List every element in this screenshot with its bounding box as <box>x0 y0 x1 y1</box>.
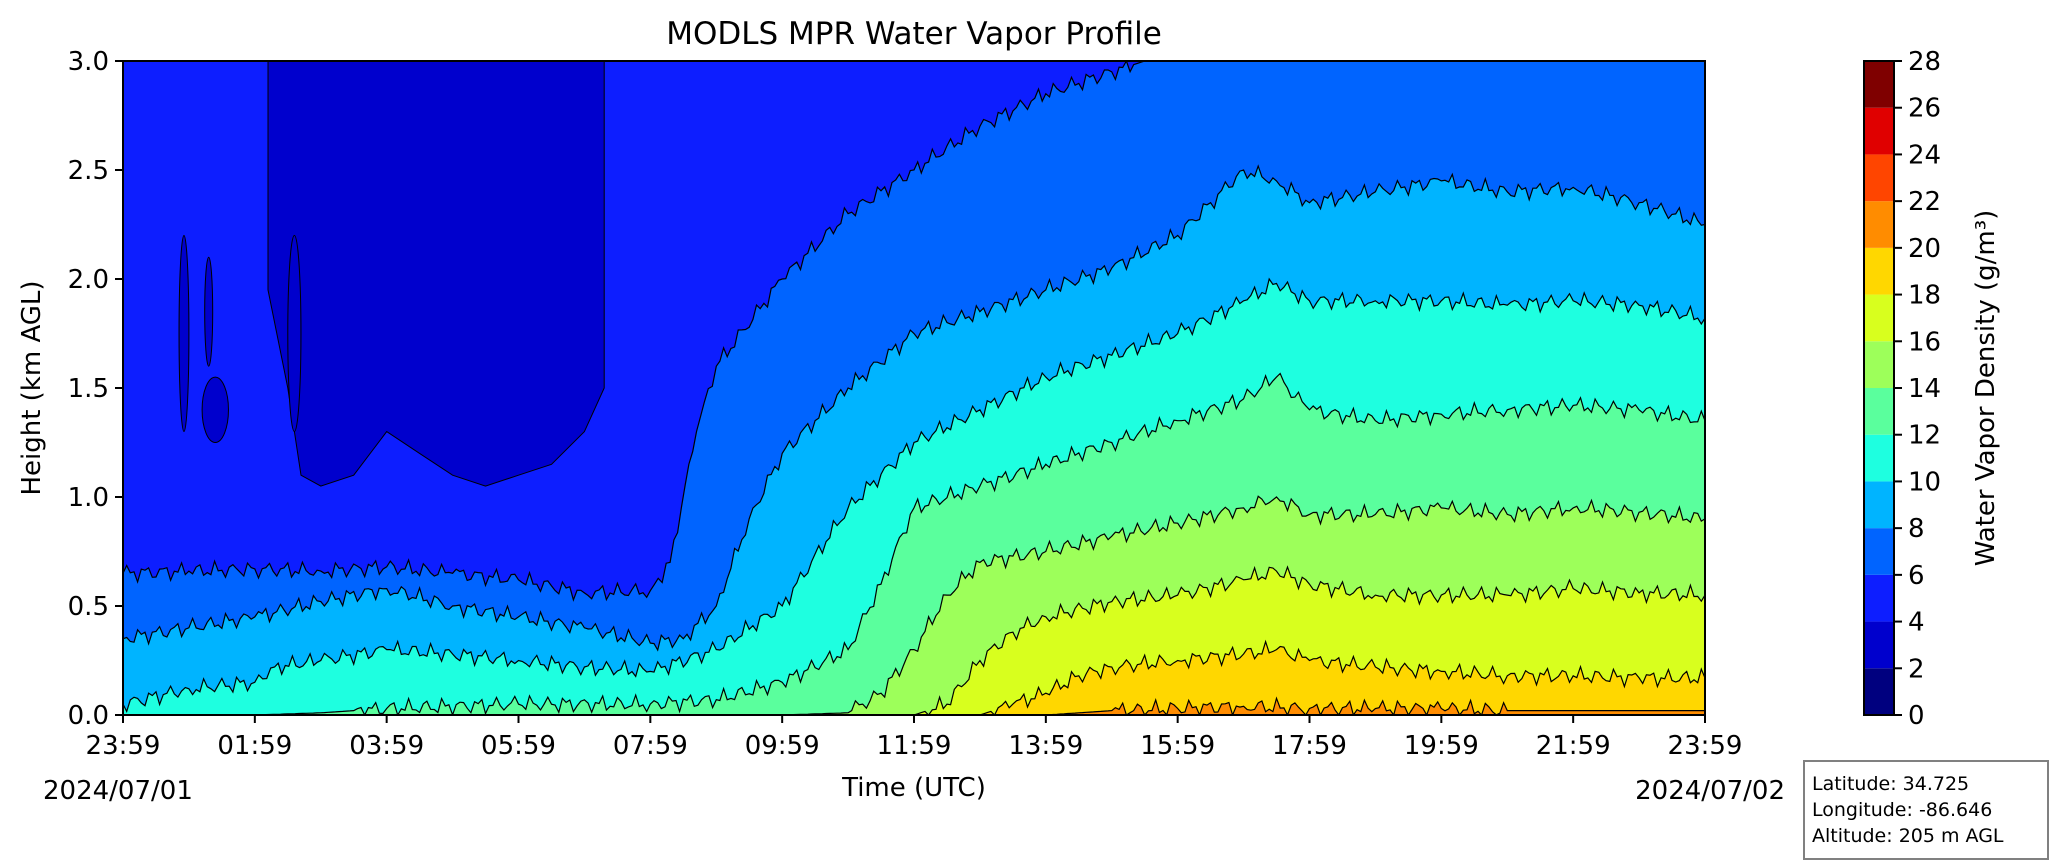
y-axis-label: Height (km AGL) <box>17 280 47 495</box>
colorbar-tick-label: 28 <box>1908 47 1941 77</box>
contour-line-20 <box>123 696 1705 715</box>
colorbar-segment <box>1864 61 1894 108</box>
colorbar-tick-label: 24 <box>1908 140 1941 170</box>
contour-line-14 <box>123 495 1705 715</box>
x-axis: 23:59 01:59 03:59 05:59 07:59 09:59 11:59 13:59… <box>86 715 1743 761</box>
x-tick-label: 15:59 <box>1140 731 1215 761</box>
colorbar-tick-label: 14 <box>1908 374 1941 404</box>
colorbar-label: Water Vapor Density (g/m³) <box>1971 210 2001 567</box>
x-tick-label: 11:59 <box>877 731 952 761</box>
colorbar-tick-label: 22 <box>1908 187 1941 217</box>
contour-fill-area <box>123 61 1705 715</box>
x-tick-label: 21:59 <box>1536 731 1611 761</box>
contour-line-18 <box>123 639 1705 715</box>
y-tick-label: 0.5 <box>68 592 109 622</box>
colorbar-tick-label: 18 <box>1908 281 1941 311</box>
colorbar-segment <box>1864 668 1894 715</box>
colorbar-tick-label: 4 <box>1908 608 1925 638</box>
dry-pocket <box>204 256 214 367</box>
colorbar-segment <box>1864 294 1894 342</box>
contour-line-8 <box>123 164 1705 652</box>
x-tick-label: 07:59 <box>613 731 688 761</box>
x-tick-label: 09:59 <box>745 731 820 761</box>
dry-pocket <box>201 376 229 443</box>
station-latitude: Latitude: 34.725 <box>1812 773 1969 795</box>
y-tick-label: 3.0 <box>68 47 109 77</box>
y-tick-label: 2.0 <box>68 265 109 295</box>
y-tick-label: 2.5 <box>68 156 109 186</box>
colorbar-segment <box>1864 528 1894 575</box>
colorbar-tick-label: 2 <box>1908 654 1925 684</box>
colorbar-segment <box>1864 388 1894 435</box>
colorbar-tick-label: 10 <box>1908 467 1941 497</box>
colorbar-segment <box>1864 434 1894 482</box>
band-20-22 <box>123 698 1705 715</box>
colorbar-segment <box>1864 107 1894 155</box>
contour-line-6 <box>123 61 1705 602</box>
station-altitude: Altitude: 205 m AGL <box>1812 825 2004 847</box>
x-tick-label: 01:59 <box>217 731 292 761</box>
x-tick-label: 03:59 <box>349 731 424 761</box>
y-tick-label: 1.5 <box>68 374 109 404</box>
colorbar-tick-label: 0 <box>1908 701 1925 731</box>
colorbar-tick-label: 6 <box>1908 561 1925 591</box>
y-tick-label: 0.0 <box>68 701 109 731</box>
date-end-label: 2024/07/02 <box>1635 776 1785 806</box>
colorbar-segment <box>1864 341 1894 388</box>
y-tick-label: 1.0 <box>68 483 109 513</box>
colorbar-segment <box>1864 201 1894 248</box>
x-tick-label: 05:59 <box>481 731 556 761</box>
contour-lines <box>123 61 1705 715</box>
x-tick-label: 17:59 <box>1272 731 1347 761</box>
colorbar-segment <box>1864 154 1894 202</box>
colorbar-tick-label: 8 <box>1908 514 1925 544</box>
colorbar-segment <box>1864 621 1894 669</box>
colorbar-tick-label: 16 <box>1908 327 1941 357</box>
band-2-4 <box>267 61 605 487</box>
contour-line-16 <box>123 565 1705 715</box>
colorbar-tick-label: 26 <box>1908 94 1941 124</box>
dry-pocket <box>287 234 302 433</box>
station-info-box: Latitude: 34.725 Longitude: -86.646 Alti… <box>1803 760 2049 860</box>
x-axis-label: Time (UTC) <box>841 773 986 803</box>
dry-pocket <box>178 234 190 433</box>
x-tick-label: 23:59 <box>86 731 161 761</box>
chart-title: MODLS MPR Water Vapor Profile <box>666 16 1162 52</box>
contour-line-10 <box>123 277 1705 713</box>
colorbar-tick-label: 20 <box>1908 234 1941 264</box>
y-axis: 0.0 0.5 1.0 1.5 2.0 2.5 3.0 <box>68 47 123 731</box>
contour-line-12 <box>123 372 1705 715</box>
x-tick-label: 23:59 <box>1668 731 1743 761</box>
x-tick-label: 19:59 <box>1404 731 1479 761</box>
colorbar-segment <box>1864 481 1894 529</box>
band-18-20 <box>123 641 1705 715</box>
colorbar-tick-label: 12 <box>1908 421 1941 451</box>
x-tick-label: 13:59 <box>1008 731 1083 761</box>
station-longitude: Longitude: -86.646 <box>1812 799 1992 821</box>
date-start-label: 2024/07/01 <box>43 776 193 806</box>
colorbar-segment <box>1864 247 1894 295</box>
colorbar-segment <box>1864 574 1894 622</box>
